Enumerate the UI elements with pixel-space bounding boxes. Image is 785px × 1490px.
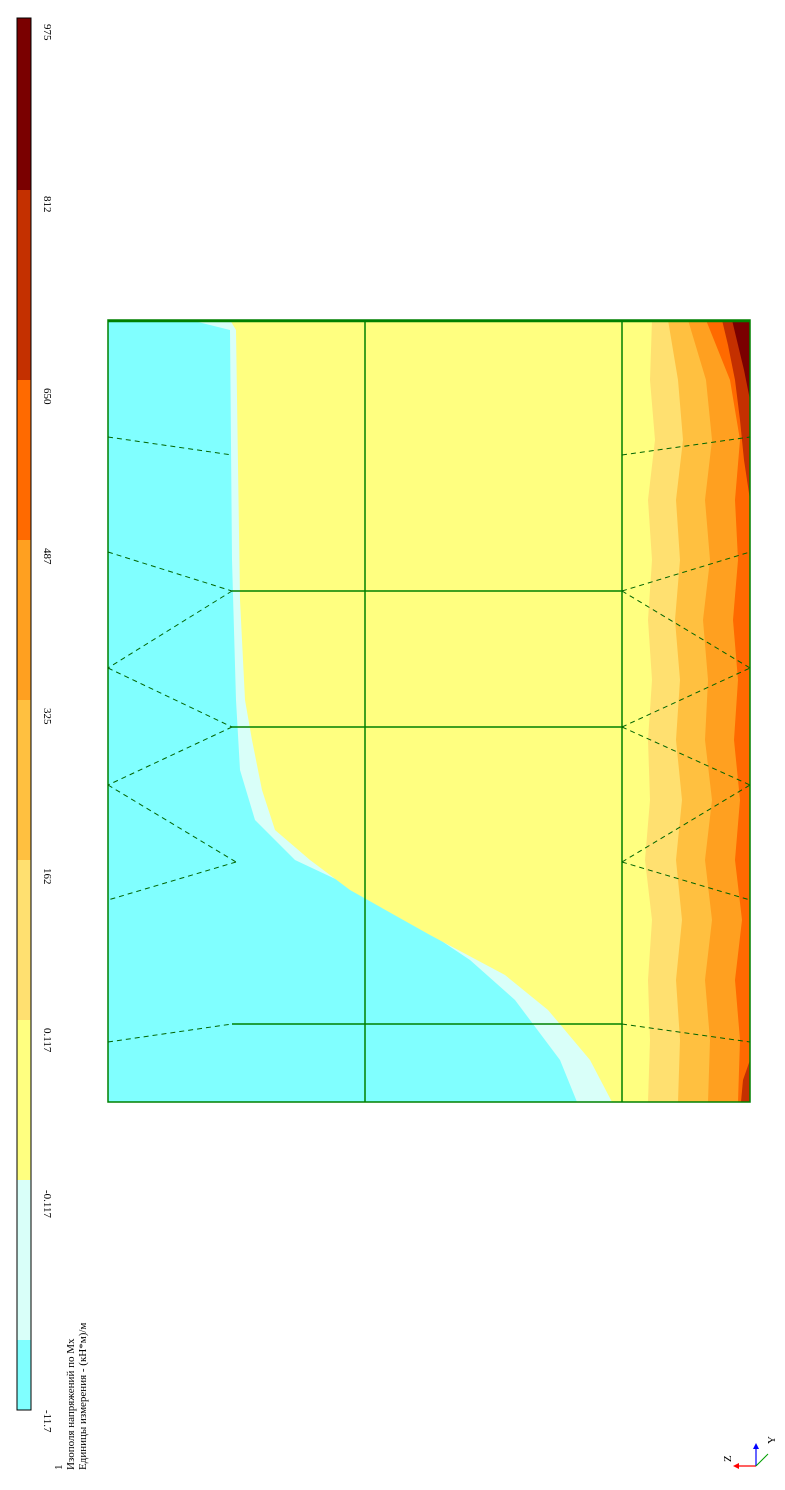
legend-value-8: 975 bbox=[41, 24, 53, 41]
legend-band-light bbox=[17, 1180, 31, 1340]
legend-band-amber bbox=[17, 700, 31, 860]
zone-maroon bbox=[732, 320, 750, 400]
y-axis-label: Y bbox=[766, 1436, 778, 1444]
bracing-lines-right bbox=[621, 436, 751, 1043]
z-arrow-head-icon bbox=[733, 1463, 739, 1469]
legend-value-6: 650 bbox=[41, 388, 53, 405]
legend-band-dark-orange bbox=[17, 380, 31, 540]
legend-value-0: -11.7 bbox=[41, 1410, 53, 1433]
legend-band-cyan bbox=[17, 1340, 31, 1410]
legend-value-3: 162 bbox=[41, 868, 53, 885]
legend-frame bbox=[16, 17, 32, 1411]
legend-band-gold bbox=[17, 860, 31, 1020]
legend-value-1: -0.117 bbox=[41, 1190, 53, 1219]
legend-value-5: 487 bbox=[41, 548, 53, 565]
grid-lines bbox=[107, 319, 751, 1103]
bracing-lines-left bbox=[107, 436, 237, 1043]
zone-dark-orange bbox=[706, 320, 750, 1102]
zone-red-bottom bbox=[741, 1060, 750, 1102]
z-axis-label: Z bbox=[722, 1455, 734, 1462]
axis-triad: Z Y bbox=[722, 1436, 778, 1469]
zone-orange bbox=[688, 320, 750, 1102]
legend-band-red bbox=[17, 190, 31, 380]
legend-band-orange bbox=[17, 540, 31, 700]
axis-diagonal bbox=[755, 1453, 769, 1467]
legend-value-7: 812 bbox=[41, 196, 53, 213]
legend-index: 1 bbox=[53, 1465, 65, 1471]
legend-value-2: 0.117 bbox=[41, 1028, 53, 1053]
isofield-plate bbox=[107, 319, 751, 1103]
legend-band-maroon bbox=[17, 18, 31, 190]
legend-value-4: 325 bbox=[41, 708, 53, 725]
legend-title: Изополя напряжений по Mx bbox=[65, 1338, 77, 1470]
legend-band-yellow bbox=[17, 1020, 31, 1180]
color-legend: -11.7 -0.117 0.117 162 325 487 650 812 9… bbox=[16, 17, 89, 1471]
y-arrow-head-icon bbox=[753, 1443, 759, 1449]
zone-yellow bbox=[230, 320, 750, 1102]
legend-units: Единицы измерения - (кН*м)/м bbox=[77, 1323, 89, 1470]
